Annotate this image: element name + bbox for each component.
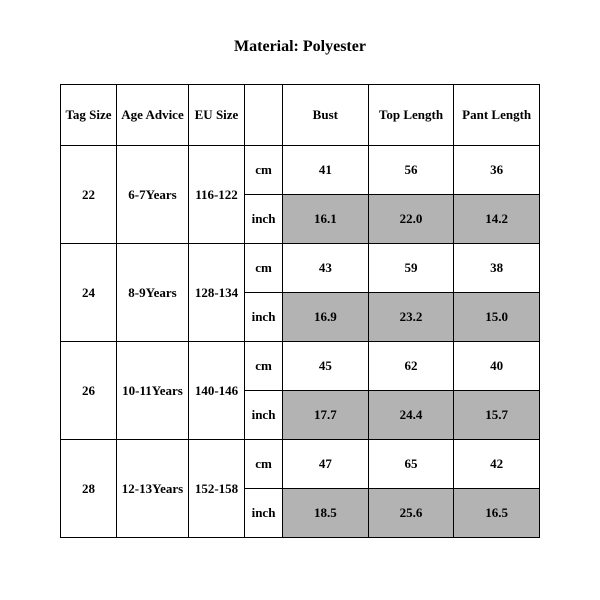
cell-top-cm: 62: [368, 342, 454, 391]
cell-eu: 116-122: [189, 146, 245, 244]
cell-eu: 152-158: [189, 440, 245, 538]
cell-unit-inch: inch: [245, 391, 283, 440]
cell-pant-cm: 42: [454, 440, 540, 489]
cell-bust-inch: 18.5: [283, 489, 369, 538]
col-bust: Bust: [283, 85, 369, 146]
cell-pant-inch: 15.0: [454, 293, 540, 342]
header-row: Tag Size Age Advice EU Size Bust Top Len…: [61, 85, 540, 146]
cell-tag: 24: [61, 244, 117, 342]
cell-top-inch: 22.0: [368, 195, 454, 244]
cell-top-inch: 25.6: [368, 489, 454, 538]
size-chart-table: Tag Size Age Advice EU Size Bust Top Len…: [60, 84, 540, 538]
cell-bust-inch: 16.1: [283, 195, 369, 244]
cell-unit-inch: inch: [245, 489, 283, 538]
cell-bust-cm: 45: [283, 342, 369, 391]
col-top-length: Top Length: [368, 85, 454, 146]
cell-tag: 26: [61, 342, 117, 440]
table-row: 26 10-11Years 140-146 cm 45 62 40: [61, 342, 540, 391]
col-age-advice: Age Advice: [117, 85, 189, 146]
cell-age: 10-11Years: [117, 342, 189, 440]
cell-unit-cm: cm: [245, 342, 283, 391]
cell-pant-inch: 14.2: [454, 195, 540, 244]
col-pant-length: Pant Length: [454, 85, 540, 146]
cell-unit-inch: inch: [245, 293, 283, 342]
cell-bust-cm: 47: [283, 440, 369, 489]
cell-bust-cm: 43: [283, 244, 369, 293]
table-row: 24 8-9Years 128-134 cm 43 59 38: [61, 244, 540, 293]
cell-tag: 28: [61, 440, 117, 538]
cell-pant-cm: 38: [454, 244, 540, 293]
cell-pant-cm: 40: [454, 342, 540, 391]
cell-eu: 140-146: [189, 342, 245, 440]
cell-top-inch: 24.4: [368, 391, 454, 440]
table-row: 28 12-13Years 152-158 cm 47 65 42: [61, 440, 540, 489]
cell-top-inch: 23.2: [368, 293, 454, 342]
cell-age: 12-13Years: [117, 440, 189, 538]
cell-tag: 22: [61, 146, 117, 244]
cell-top-cm: 65: [368, 440, 454, 489]
cell-unit-inch: inch: [245, 195, 283, 244]
cell-unit-cm: cm: [245, 440, 283, 489]
cell-bust-cm: 41: [283, 146, 369, 195]
cell-pant-cm: 36: [454, 146, 540, 195]
cell-age: 8-9Years: [117, 244, 189, 342]
cell-top-cm: 59: [368, 244, 454, 293]
cell-eu: 128-134: [189, 244, 245, 342]
cell-top-cm: 56: [368, 146, 454, 195]
col-unit-spacer: [245, 85, 283, 146]
col-eu-size: EU Size: [189, 85, 245, 146]
cell-unit-cm: cm: [245, 146, 283, 195]
cell-pant-inch: 16.5: [454, 489, 540, 538]
cell-bust-inch: 17.7: [283, 391, 369, 440]
col-tag-size: Tag Size: [61, 85, 117, 146]
cell-age: 6-7Years: [117, 146, 189, 244]
table-row: 22 6-7Years 116-122 cm 41 56 36: [61, 146, 540, 195]
cell-unit-cm: cm: [245, 244, 283, 293]
page-title: Material: Polyester: [60, 38, 540, 56]
cell-bust-inch: 16.9: [283, 293, 369, 342]
cell-pant-inch: 15.7: [454, 391, 540, 440]
